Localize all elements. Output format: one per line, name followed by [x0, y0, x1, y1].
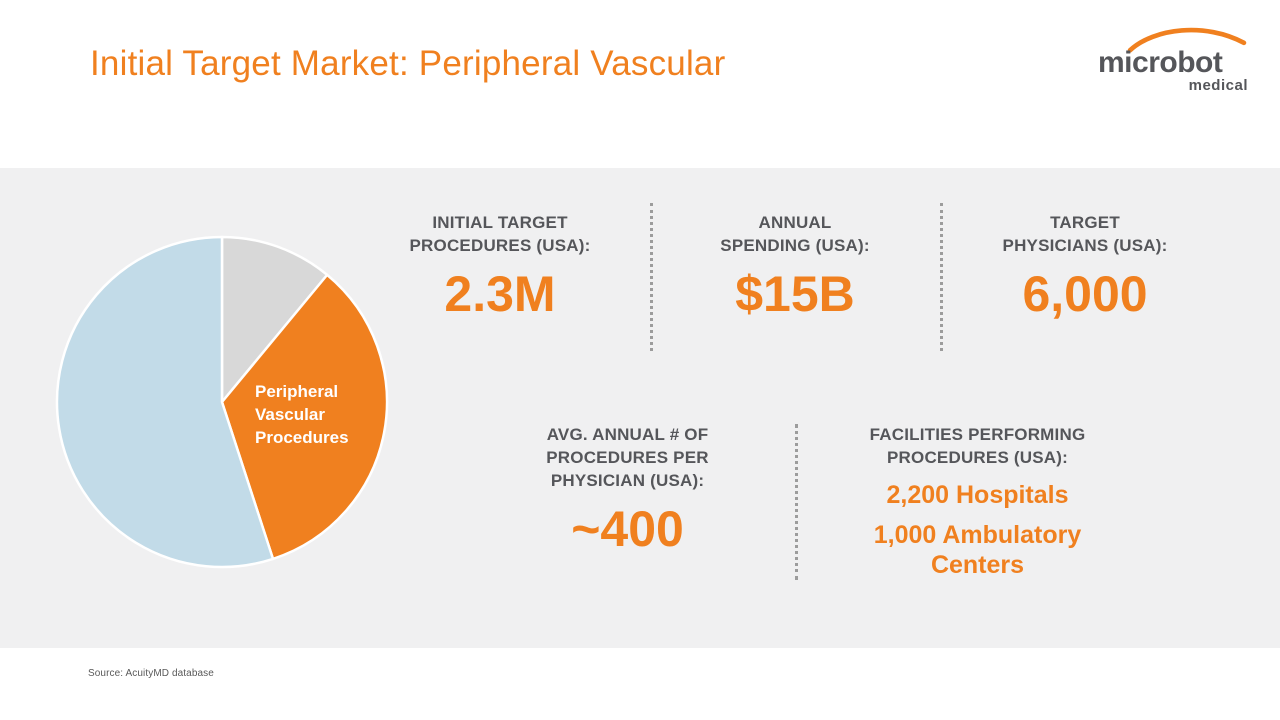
slide-title: Initial Target Market: Peripheral Vascul… [90, 44, 726, 83]
pie-slice-1 [220, 273, 389, 561]
stat-label: AVG. ANNUAL # OF PROCEDURES PER PHYSICIA… [546, 425, 709, 490]
stat-annual-spending: ANNUAL SPENDING (USA): $15B [680, 212, 910, 320]
pie-slice-label: Peripheral Vascular Procedures [255, 382, 349, 447]
stat-value-ambulatory: 1,000 Ambulatory Centers [873, 520, 1082, 579]
pie-chart [54, 234, 390, 570]
stat-label: ANNUAL SPENDING (USA): [720, 213, 870, 255]
stat-facilities-performing: FACILITIES PERFORMING PROCEDURES (USA): … [845, 424, 1110, 580]
logo-subtext: medical [1188, 77, 1248, 94]
stat-value-hospitals: 2,200 Hospitals [886, 480, 1069, 509]
dotted-divider [940, 203, 943, 351]
source-note: Source: AcuityMD database [88, 668, 214, 679]
stat-label: INITIAL TARGET PROCEDURES (USA): [409, 213, 591, 255]
stat-target-physicians: TARGET PHYSICIANS (USA): 6,000 [970, 212, 1200, 320]
pie-chart-svg [55, 235, 389, 569]
stat-value: 2.3M [444, 265, 556, 322]
logo-wordmark: microbot [1098, 46, 1223, 79]
stat-value: $15B [735, 265, 855, 322]
pie-slice-0 [220, 235, 329, 404]
dotted-divider [795, 424, 798, 580]
stat-avg-procedures-per-physician: AVG. ANNUAL # OF PROCEDURES PER PHYSICIA… [495, 424, 760, 555]
pie-slice-2 [55, 235, 275, 569]
stat-value: ~400 [571, 500, 684, 557]
stat-label: TARGET PHYSICIANS (USA): [1002, 213, 1168, 255]
stat-initial-target-procedures: INITIAL TARGET PROCEDURES (USA): 2.3M [385, 212, 615, 320]
logo-swoosh-icon [1127, 27, 1247, 53]
stat-label: FACILITIES PERFORMING PROCEDURES (USA): [869, 425, 1086, 467]
stat-value: 6,000 [1022, 265, 1148, 322]
dotted-divider [650, 203, 653, 351]
microbot-medical-logo: microbot medical [1098, 26, 1250, 106]
